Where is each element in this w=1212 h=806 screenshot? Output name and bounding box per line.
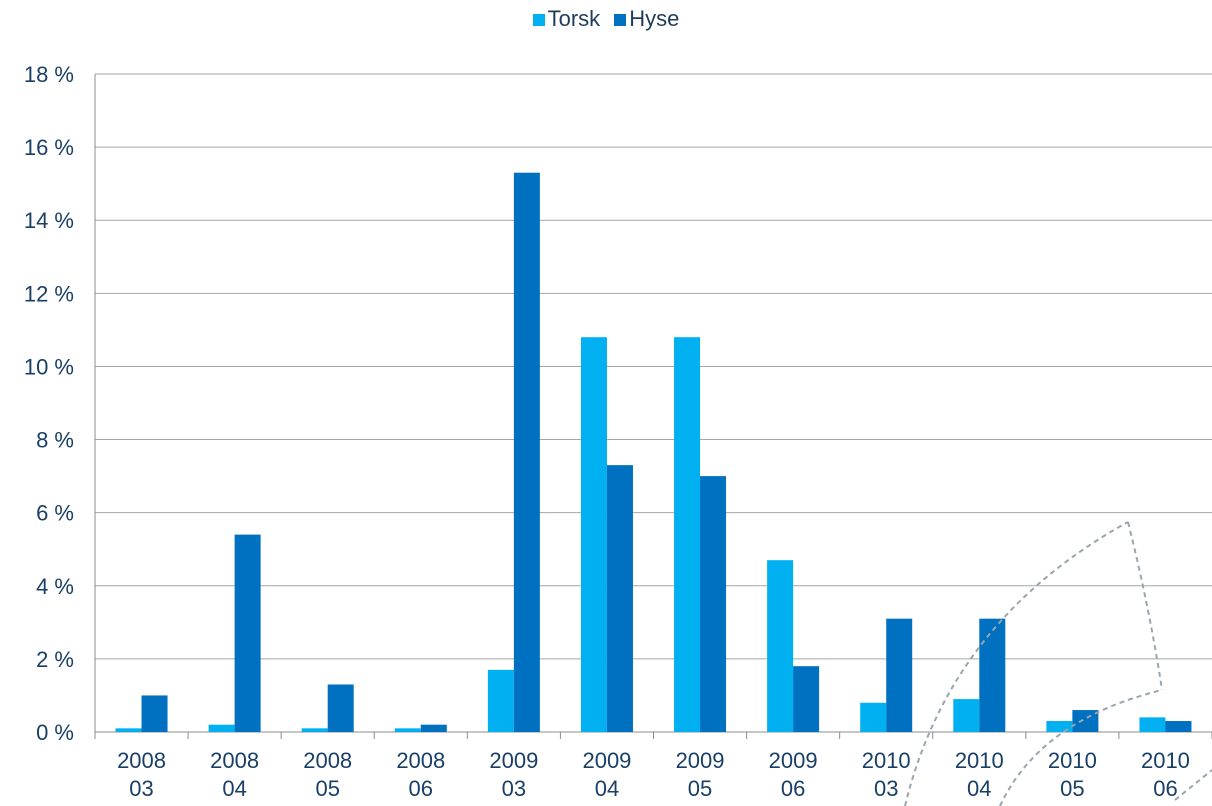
y-tick-label: 12 % <box>24 281 74 306</box>
decorative-arc <box>1174 769 1212 801</box>
bar-hyse <box>513 172 540 732</box>
decorative-arc <box>1127 521 1163 691</box>
decorative-arc <box>999 689 1163 806</box>
y-tick-label: 2 % <box>36 647 74 672</box>
bar-torsk <box>394 728 421 732</box>
decorative-arc <box>904 521 1129 806</box>
bar-torsk <box>580 337 607 732</box>
bar-hyse <box>793 666 820 732</box>
bar-torsk <box>1139 717 1166 732</box>
bar-hyse <box>420 724 447 732</box>
x-tick-label: 2009 04 <box>582 748 631 801</box>
y-tick-label: 14 % <box>24 208 74 233</box>
x-tick-label: 2010 05 <box>1048 748 1097 801</box>
bar-torsk <box>674 337 701 732</box>
bar-hyse <box>234 534 261 732</box>
legend-label-torsk: Torsk <box>547 6 601 31</box>
y-tick-label: 0 % <box>36 720 74 745</box>
bar-torsk <box>953 699 980 732</box>
bar-hyse <box>1165 721 1192 732</box>
legend-item-torsk: Torsk <box>532 6 601 32</box>
bar-torsk <box>767 560 794 732</box>
y-tick-label: 18 % <box>24 62 74 87</box>
y-tick-label: 8 % <box>36 428 74 453</box>
x-tick-label: 2009 06 <box>769 748 818 801</box>
bar-torsk <box>115 728 142 732</box>
x-tick-label: 2010 04 <box>955 748 1004 801</box>
x-tick-label: 2008 04 <box>210 748 259 801</box>
x-tick-label: 2009 03 <box>489 748 538 801</box>
bar-torsk <box>487 669 514 732</box>
bar-hyse <box>886 618 913 732</box>
x-tick-label: 2008 05 <box>303 748 352 801</box>
x-tick-label: 2009 05 <box>676 748 725 801</box>
bar-torsk <box>301 728 328 732</box>
x-tick-label: 2008 03 <box>117 748 166 801</box>
bar-hyse <box>979 618 1006 732</box>
x-tick-label: 2008 06 <box>396 748 445 801</box>
y-tick-label: 4 % <box>36 574 74 599</box>
legend-swatch-torsk <box>532 14 545 26</box>
bar-hyse <box>700 476 727 732</box>
bar-torsk <box>1046 721 1073 732</box>
legend-item-hyse: Hyse <box>614 6 679 32</box>
y-tick-label: 10 % <box>24 354 74 379</box>
chart-legend: Torsk Hyse <box>0 6 1212 32</box>
bar-hyse <box>606 465 633 732</box>
legend-label-hyse: Hyse <box>629 6 680 31</box>
legend-swatch-hyse <box>614 14 627 26</box>
bar-torsk <box>208 724 235 732</box>
bar-hyse <box>327 684 354 732</box>
x-tick-label: 2010 03 <box>862 748 911 801</box>
bar-hyse <box>1072 710 1099 732</box>
bar-torsk <box>860 702 887 732</box>
y-tick-label: 6 % <box>36 501 74 526</box>
y-tick-label: 16 % <box>24 135 74 160</box>
bar-hyse <box>141 695 168 732</box>
x-tick-label: 2010 06 <box>1141 748 1190 801</box>
